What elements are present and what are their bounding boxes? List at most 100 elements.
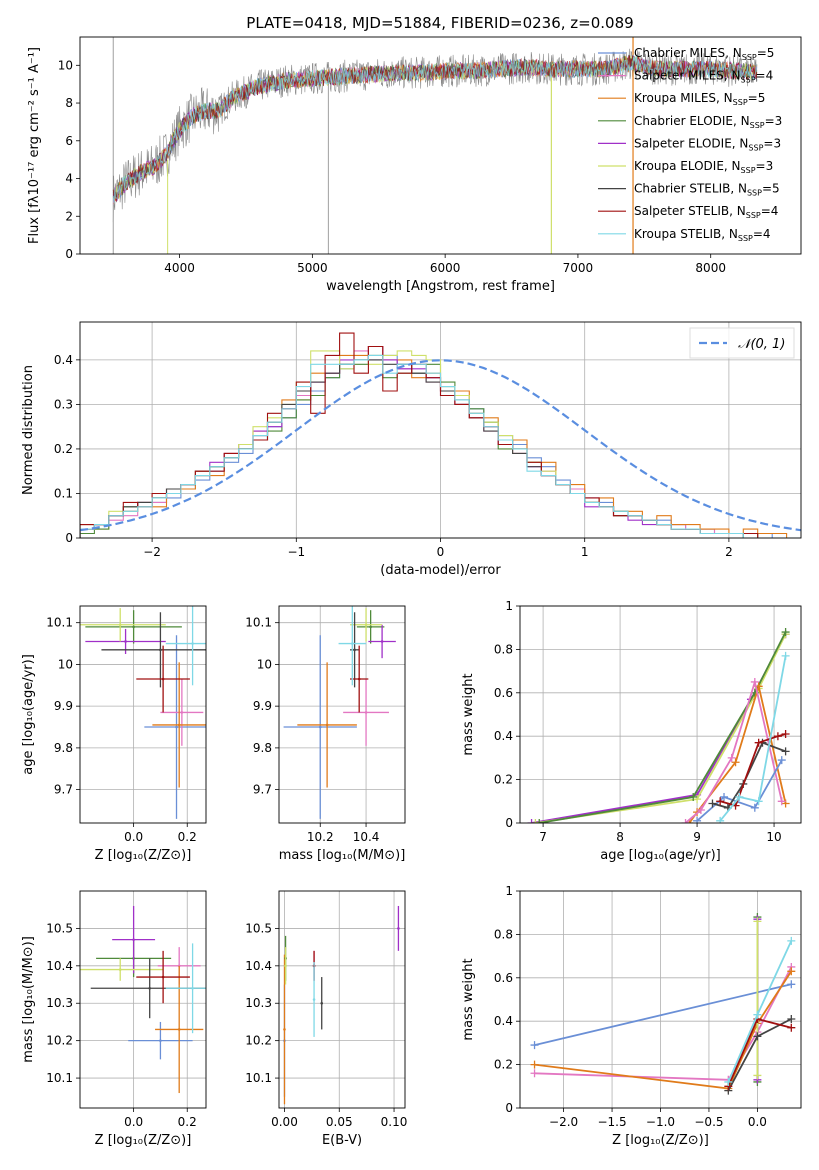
plus-marker	[781, 730, 790, 739]
y-tick-label: 0.6	[494, 971, 513, 985]
plus-marker	[781, 628, 790, 637]
legend-subscript: SSP	[738, 234, 753, 243]
y-tick-label: 10.3	[46, 996, 73, 1010]
plus-marker	[531, 819, 540, 823]
y-tick-label: 0.4	[494, 729, 513, 743]
x-tick-label: 10	[766, 830, 781, 844]
axes-frame	[79, 890, 207, 1109]
x-axis-label: Z [log₁₀(Z/Z⊙)]	[95, 848, 192, 863]
x-axis-label: wavelength [Angstrom, rest frame]	[326, 279, 555, 294]
y-tick-label: 9.7	[253, 783, 272, 797]
plot-area-age_vs_Z	[80, 606, 206, 819]
data-point	[364, 711, 368, 714]
legend-label: Chabrier MILES, N	[634, 46, 742, 60]
y-tick-label: 9.9	[54, 699, 73, 713]
x-tick-label: 4000	[164, 261, 195, 275]
x-tick-label: 7	[539, 830, 547, 844]
x-tick-label: −1.0	[646, 1115, 675, 1129]
data-point	[283, 1028, 286, 1031]
legend-suffix: =5	[762, 182, 780, 196]
plus-marker	[727, 753, 736, 762]
legend-suffix: =3	[763, 136, 781, 150]
legend-entry: 𝒩(0, 1)	[738, 337, 785, 352]
x-tick-label: −2.0	[549, 1115, 578, 1129]
x-tick-label: 0.0	[748, 1115, 767, 1129]
legend-entry: Salpeter MILES, NSSP=4	[634, 69, 773, 85]
panel-age_vs_Z: 0.0 0.2 9.7 9.8 9.9 10 10.1 Z [log₁₀(Z/Z⊙)] age …	[21, 605, 207, 863]
plus-marker	[716, 797, 725, 806]
panel-mass_vs_Z: 0.0 0.2 10.1 10.2 10.3 10.4 10.5 Z [log₁₀(Z/Z⊙)…	[21, 890, 207, 1148]
plot-area-mass_weight_vs_Z	[530, 913, 796, 1095]
data-point	[312, 998, 316, 1001]
legend-label: Chabrier ELODIE, N	[634, 114, 750, 128]
axes-frame	[79, 36, 802, 255]
y-tick-label: 4	[65, 172, 73, 186]
y-tick-label: 10.3	[245, 996, 272, 1010]
legend-entry: Chabrier MILES, NSSP=5	[634, 46, 774, 62]
y-tick-label: 0.8	[494, 642, 513, 656]
x-tick-label: −1	[287, 545, 305, 559]
panel-residuals: −2 −1 0 1 2 0 0.1 0.2 0.3 0.4 (data-model)/error No…	[21, 321, 802, 578]
legend-label: Kroupa STELIB, N	[634, 227, 738, 241]
plus-marker	[750, 677, 759, 686]
x-tick-label: 6000	[430, 261, 461, 275]
data-point	[380, 640, 384, 643]
series-line	[696, 759, 783, 822]
x-axis-label: Z [log₁₀(Z/Z⊙)]	[95, 1133, 192, 1148]
x-tick-label: −0.5	[694, 1115, 723, 1129]
legend-box	[689, 327, 795, 359]
series-line	[531, 633, 787, 823]
plot-area-spectrum	[112, 37, 758, 254]
x-axis-label: mass [log₁₀(M/M⊙)]	[279, 848, 406, 863]
data-point	[180, 711, 184, 714]
data-point	[357, 677, 361, 681]
data-point	[161, 975, 165, 979]
plus-marker	[787, 1023, 796, 1032]
y-axis-label: mass weight	[461, 958, 476, 1040]
data-point	[132, 625, 135, 629]
y-tick-label: 10.5	[245, 921, 272, 935]
x-tick-label: 8000	[695, 261, 726, 275]
plot-area-mass_weight_vs_age	[527, 628, 790, 823]
data-point	[124, 640, 127, 643]
y-tick-label: 0.1	[54, 486, 73, 500]
legend-suffix: =4	[753, 227, 771, 241]
y-tick-label: 10	[257, 657, 272, 671]
legend-label: Chabrier STELIB, N	[634, 182, 747, 196]
plus-marker	[753, 917, 762, 926]
axes-frame	[278, 890, 406, 1109]
y-tick-label: 9.9	[253, 699, 272, 713]
y-tick-label: 0.8	[494, 927, 513, 941]
plus-marker	[787, 967, 796, 976]
plus-marker	[530, 1041, 539, 1050]
y-axis-label: mass [log₁₀(M/M⊙)]	[21, 936, 36, 1063]
plus-marker	[754, 797, 763, 806]
plus-marker	[693, 816, 702, 823]
y-tick-label: 0.2	[494, 1058, 513, 1072]
x-axis-label: Z [log₁₀(Z/Z⊙)]	[612, 1133, 709, 1148]
series-line	[727, 940, 793, 1083]
legend-label: Salpeter STELIB, N	[634, 204, 746, 218]
data-point	[177, 723, 181, 727]
plus-marker	[754, 738, 763, 747]
data-point	[191, 986, 194, 990]
legend-entry: Kroupa ELODIE, NSSP=3	[634, 159, 773, 175]
axes-frame	[278, 605, 406, 824]
plus-marker	[527, 819, 536, 823]
x-axis-label: E(B-V)	[322, 1133, 362, 1148]
data-point	[284, 964, 287, 968]
data-point	[318, 725, 322, 729]
y-tick-label: 0	[65, 247, 73, 261]
legend-subscript: SSP	[747, 189, 762, 198]
y-tick-label: 10	[58, 657, 73, 671]
plus-marker	[720, 792, 729, 801]
y-tick-label: 0	[505, 816, 513, 830]
plus-marker	[696, 805, 705, 814]
model-fit-line	[112, 56, 758, 204]
y-tick-label: 10.2	[46, 1034, 73, 1048]
x-tick-label: 2	[725, 545, 733, 559]
y-tick-label: 0	[65, 531, 73, 545]
x-tick-label: 0.0	[124, 830, 143, 844]
y-tick-label: 10.4	[46, 959, 73, 973]
data-point	[175, 725, 178, 729]
